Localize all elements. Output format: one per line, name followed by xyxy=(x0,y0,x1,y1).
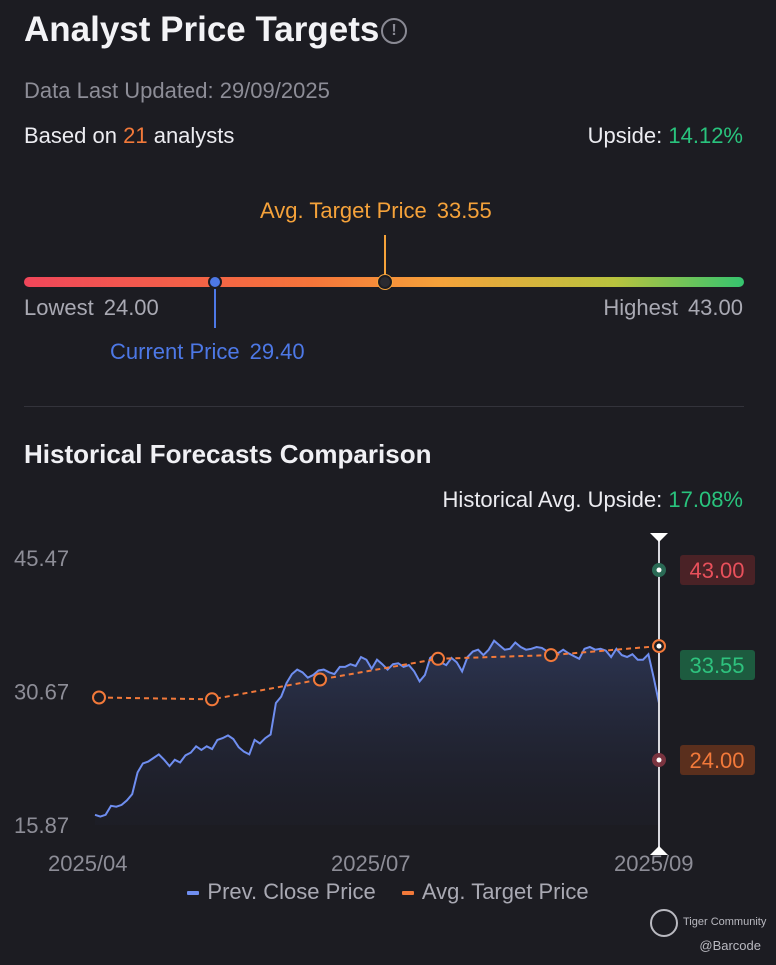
highest-target: Highest 43.00 xyxy=(603,295,743,321)
tag-marker-center xyxy=(656,757,662,763)
historical-upside: Historical Avg. Upside: 17.08% xyxy=(443,487,743,513)
current-price-marker xyxy=(208,275,222,289)
last-updated: Data Last Updated: 29/09/2025 xyxy=(24,78,330,104)
tiger-logo-icon xyxy=(650,909,678,937)
analyst-count: 21 xyxy=(123,123,148,148)
target-point-center xyxy=(656,643,662,649)
target-point xyxy=(544,648,558,663)
analyst-count-text: Based on 21 analysts xyxy=(24,123,234,149)
value-tag-bg xyxy=(680,650,755,680)
highest-value: 43.00 xyxy=(687,295,743,320)
target-point xyxy=(92,690,106,705)
y-tick-label: 15.87 xyxy=(14,813,69,838)
historical-title: Historical Forecasts Comparison xyxy=(24,439,432,469)
avg-target-label: Avg. Target Price 33.55 xyxy=(260,198,492,224)
value-tag-label: 33.55 xyxy=(689,653,744,678)
highest-label: Highest xyxy=(603,295,678,320)
current-price-marker-line xyxy=(214,284,216,328)
y-tick-label: 30.67 xyxy=(14,680,69,705)
cursor-bottom-icon xyxy=(650,846,668,855)
based-prefix: Based on xyxy=(24,123,117,148)
based-suffix: analysts xyxy=(153,123,235,148)
watermark-brand: Tiger Community xyxy=(683,916,767,928)
value-tag-bg xyxy=(680,745,755,775)
watermark-handle: @Barcode xyxy=(699,938,761,953)
info-icon[interactable]: ! xyxy=(381,18,407,44)
current-price-value: 29.40 xyxy=(249,339,305,364)
legend-label-price: Prev. Close Price xyxy=(207,879,376,904)
avg-target-marker-line xyxy=(384,235,386,279)
historical-upside-value: 17.08% xyxy=(668,487,743,512)
lowest-label: Lowest xyxy=(24,295,94,320)
avg-target-title: Avg. Target Price xyxy=(260,198,427,223)
page-title: Analyst Price Targets xyxy=(24,10,380,49)
lowest-target: Lowest 24.00 xyxy=(24,295,159,321)
x-tick-label: 2025/09 xyxy=(614,851,694,876)
chart-legend: Prev. Close Price Avg. Target Price xyxy=(0,879,776,905)
avg-target-value: 33.55 xyxy=(436,198,492,223)
lowest-value: 24.00 xyxy=(103,295,159,320)
target-point xyxy=(205,692,219,707)
x-tick-label: 2025/07 xyxy=(331,851,411,876)
tag-marker-center xyxy=(656,567,662,573)
section-divider xyxy=(24,406,744,407)
value-tag-label: 43.00 xyxy=(689,558,744,583)
current-price-title: Current Price xyxy=(110,339,240,364)
upside-label: Upside: xyxy=(587,123,663,148)
legend-label-target: Avg. Target Price xyxy=(421,879,589,904)
x-tick-label: 2025/04 xyxy=(48,851,128,876)
historical-upside-label: Historical Avg. Upside: xyxy=(442,487,663,512)
avg-target-marker xyxy=(378,275,392,289)
current-price-label: Current Price 29.40 xyxy=(110,339,305,365)
upside-value: 14.12% xyxy=(668,123,743,148)
legend-item-target[interactable]: Avg. Target Price xyxy=(401,879,589,905)
cursor-top-icon xyxy=(650,533,668,542)
price-series-line xyxy=(94,639,660,818)
legend-swatch-price xyxy=(187,891,200,896)
value-tag-bg xyxy=(680,555,755,585)
value-tag-label: 24.00 xyxy=(689,748,744,773)
price-area xyxy=(95,640,659,825)
historical-forecast-chart: 45.47 30.67 15.87 2025/04 2025/07 2025/09 43.0… xyxy=(14,533,755,876)
updated-date: 29/09/2025 xyxy=(219,78,330,103)
target-point xyxy=(431,651,445,666)
upside-text: Upside: 14.12% xyxy=(588,123,743,149)
target-series-line xyxy=(98,645,660,701)
target-point xyxy=(313,672,327,687)
updated-label: Data Last Updated: xyxy=(24,78,214,103)
legend-item-price[interactable]: Prev. Close Price xyxy=(187,879,376,905)
legend-swatch-target xyxy=(401,891,414,896)
y-tick-label: 45.47 xyxy=(14,546,69,571)
